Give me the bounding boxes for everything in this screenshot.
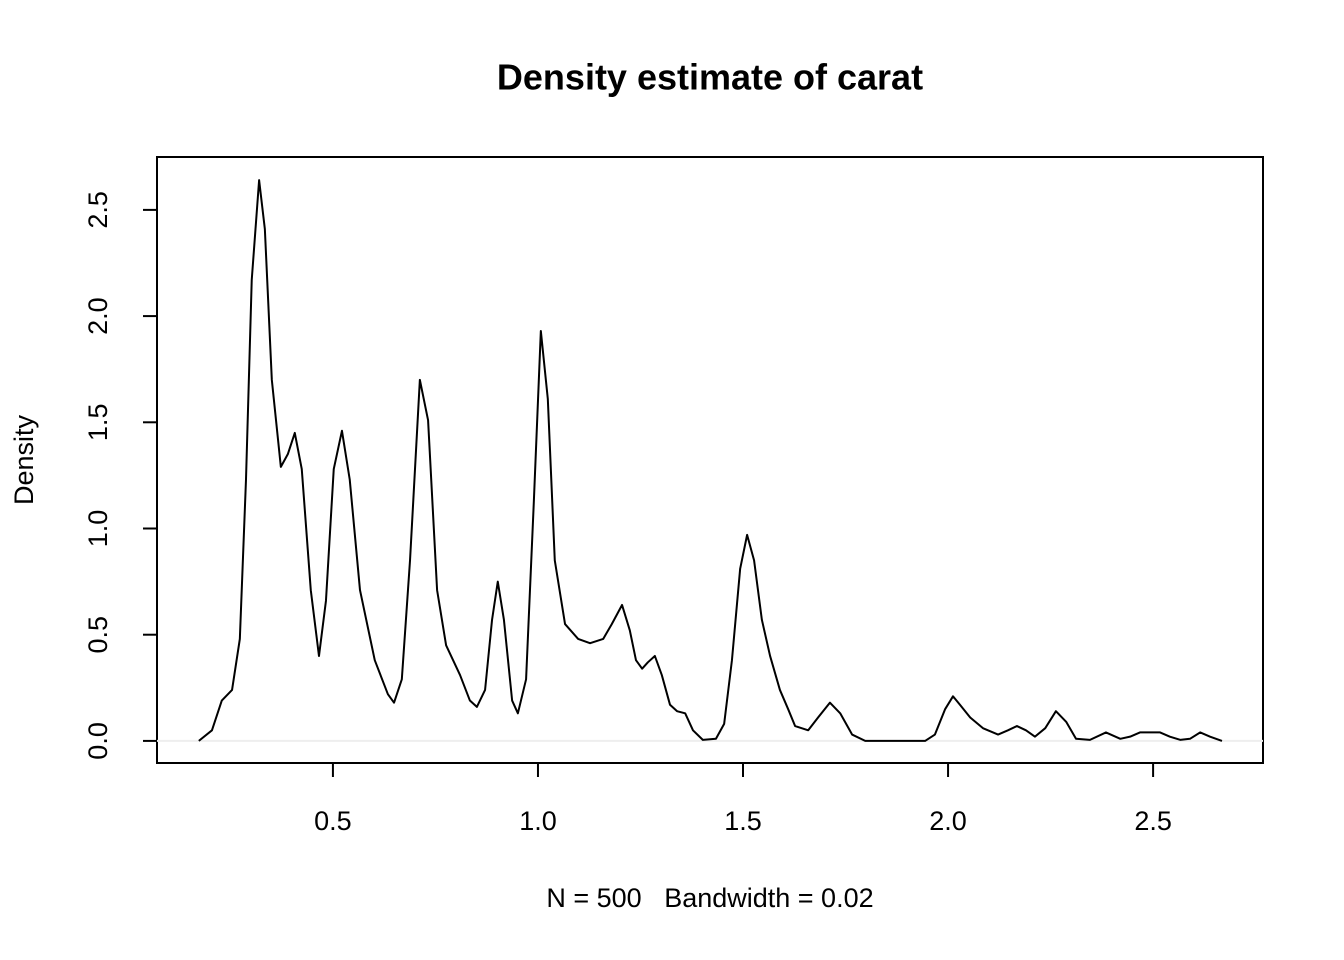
y-tick-label: 0.5 [83, 616, 113, 654]
x-tick-label: 2.5 [1134, 806, 1172, 836]
x-axis-title: N = 500 Bandwidth = 0.02 [546, 883, 873, 913]
x-tick-label: 1.5 [724, 806, 762, 836]
x-tick-label: 2.0 [929, 806, 967, 836]
y-axis-title: Density [9, 414, 39, 505]
density-line [198, 179, 1223, 742]
plot-frame [156, 156, 1264, 764]
y-tick-label: 0.0 [83, 722, 113, 760]
y-tick-label: 2.5 [83, 191, 113, 229]
chart-title: Density estimate of carat [497, 57, 923, 98]
x-tick-label: 1.0 [519, 806, 557, 836]
y-tick-label: 1.0 [83, 510, 113, 548]
x-tick-label: 0.5 [314, 806, 352, 836]
y-tick-label: 1.5 [83, 404, 113, 442]
y-tick-label: 2.0 [83, 297, 113, 335]
